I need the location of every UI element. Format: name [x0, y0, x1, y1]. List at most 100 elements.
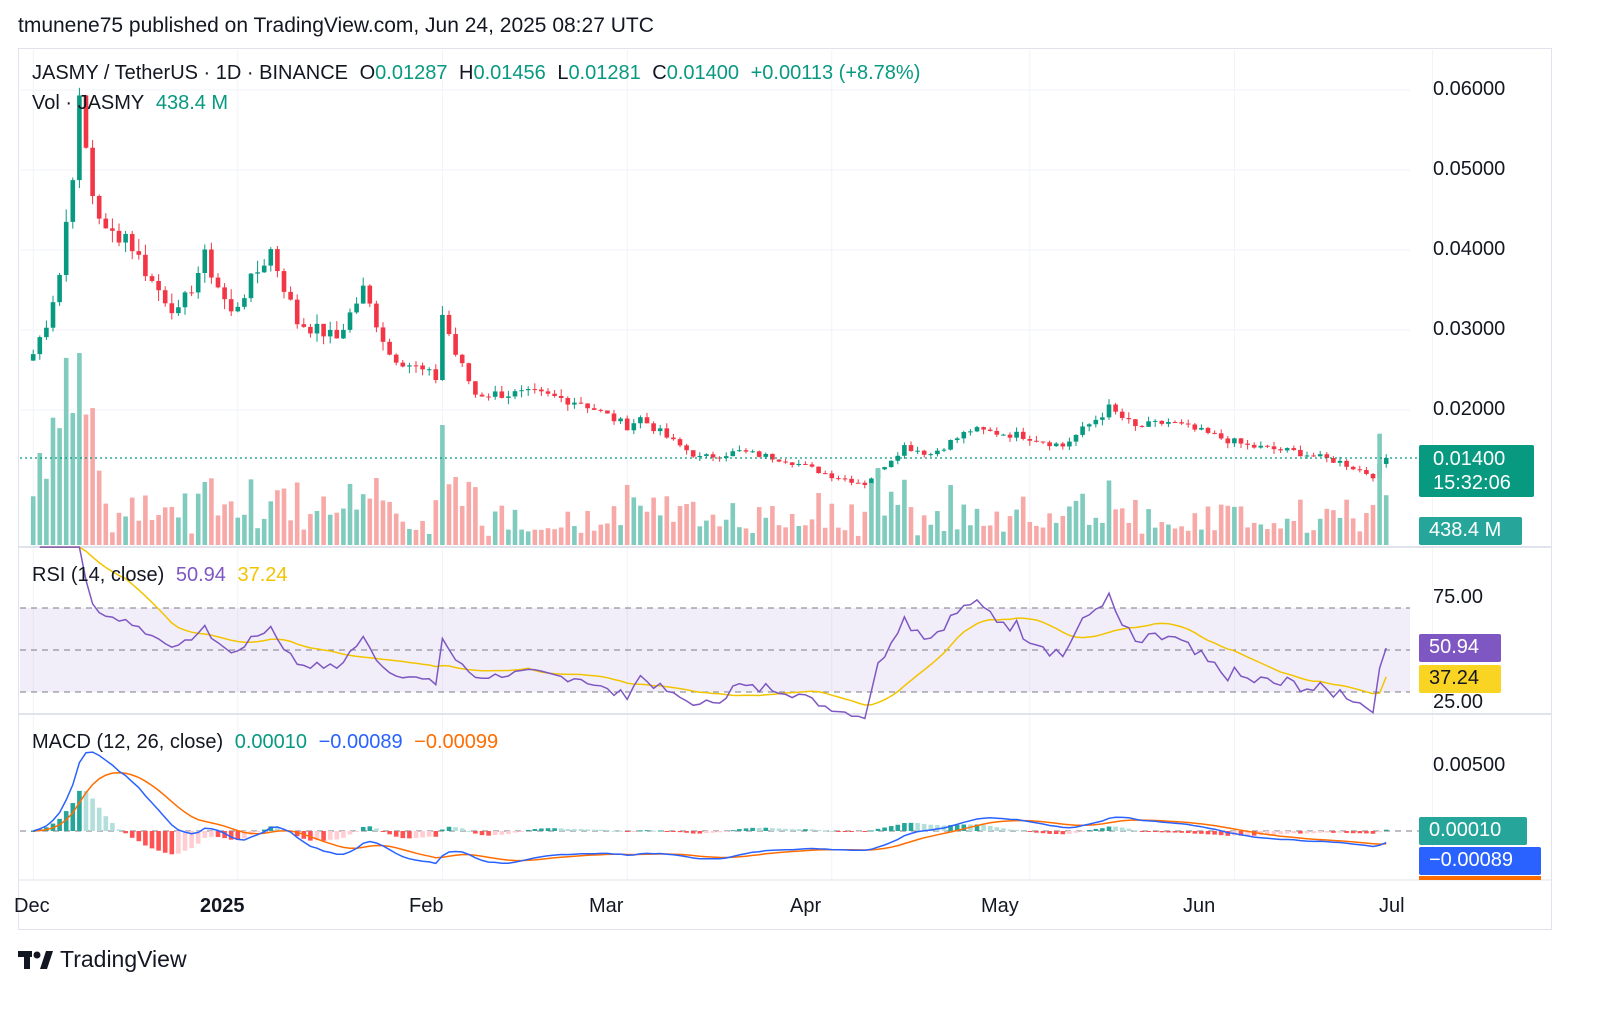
volume-bar [994, 511, 1000, 545]
volume-bar [611, 506, 617, 545]
macd-histogram-bar [730, 830, 736, 832]
macd-histogram-bar [1179, 831, 1184, 833]
macd-histogram-bar [367, 826, 373, 831]
macd-histogram-bar [360, 826, 366, 831]
volume-bar [420, 520, 425, 545]
candle-body [730, 451, 736, 457]
volume-bar [1344, 499, 1349, 545]
volume-bar [1001, 531, 1006, 545]
macd-histogram-bar [512, 831, 518, 833]
candle-body [1139, 426, 1145, 428]
candle-body [657, 428, 663, 432]
candle-body [1100, 417, 1105, 420]
volume-bar [235, 517, 241, 545]
volume-bar [30, 496, 36, 545]
volume-bar [915, 535, 920, 545]
macd-histogram-bar [222, 831, 227, 839]
macd-histogram-bar [202, 831, 208, 838]
candle-body [215, 277, 221, 288]
candle-body [968, 431, 973, 433]
macd-histogram-bar [1192, 831, 1198, 834]
candle-body [1159, 420, 1165, 424]
candle-body [1199, 427, 1204, 430]
volume-bar [710, 514, 716, 545]
volume-label[interactable]: Vol · JASMY [32, 92, 145, 114]
macd-label[interactable]: MACD (12, 26, close) [32, 731, 224, 753]
volume-bar [783, 527, 788, 545]
rsi-label[interactable]: RSI (14, close) [32, 564, 165, 586]
macd-histogram-bar [294, 831, 300, 837]
volume-bar [1225, 505, 1231, 545]
volume-bar [63, 357, 69, 545]
candle-body [545, 391, 551, 394]
candle-body [1357, 469, 1363, 471]
volume-bar [1119, 508, 1125, 545]
candle-body [103, 218, 109, 229]
macd-histogram-bar [717, 831, 722, 833]
volume-bar [1377, 433, 1382, 545]
volume-bar [1311, 530, 1316, 545]
volume-bar [618, 525, 623, 545]
volume-bar [354, 509, 359, 545]
candle-body [189, 292, 194, 294]
volume-bar [281, 488, 287, 545]
candle-body [842, 478, 848, 480]
volume-bar [393, 513, 399, 545]
candle-body [1113, 404, 1118, 412]
macd-histogram-bar [400, 831, 406, 839]
volume-bar [176, 517, 181, 545]
macd-histogram-bar [624, 831, 630, 832]
candle-body [1337, 460, 1343, 463]
volume-bar [1073, 500, 1079, 545]
macd-histogram-bar [77, 790, 82, 831]
macd-histogram-bar [1344, 831, 1349, 833]
candle-body [400, 362, 406, 367]
macd-signal-value: −0.00099 [414, 731, 499, 753]
volume-bar [671, 521, 676, 545]
volume-bar [77, 353, 82, 545]
candle-body [77, 95, 82, 181]
macd-histogram-bar [420, 831, 425, 838]
macd-histogram-bar [499, 831, 505, 835]
tradingview-footer[interactable]: TradingView [18, 946, 187, 973]
macd-histogram-bar [215, 831, 221, 838]
macd-histogram-bar [545, 828, 551, 831]
price-tick: 0.04000 [1433, 238, 1506, 260]
candle-body [1324, 454, 1330, 458]
volume-bar [1298, 499, 1303, 545]
volume-bar [756, 507, 762, 545]
volume-bar [908, 507, 914, 545]
symbol-label[interactable]: JASMY / TetherUS · 1D · BINANCE [32, 62, 349, 84]
candle-body [862, 482, 868, 485]
candle-body [552, 393, 557, 396]
macd-histogram-bar [664, 831, 670, 832]
candle-body [446, 314, 452, 335]
macd-histogram-bar [532, 829, 538, 831]
candle-body [1218, 433, 1224, 439]
macd-histogram-bar [776, 828, 782, 831]
macd-histogram-bar [822, 830, 828, 832]
volume-bar [149, 519, 155, 545]
macd-histogram-bar [1271, 831, 1277, 835]
macd-histogram-bar [473, 831, 478, 834]
candle-body [44, 327, 49, 338]
macd-histogram-bar [935, 825, 940, 831]
volume-bar [974, 508, 980, 545]
candle-body [954, 438, 960, 441]
volume-bar [1014, 509, 1019, 545]
volume-bar [902, 479, 907, 545]
macd-histogram-bar [888, 826, 894, 831]
macd-histogram-bar [578, 829, 584, 831]
volume-bar [275, 490, 280, 545]
candle-body [360, 285, 366, 304]
volume-bar [215, 515, 221, 545]
volume-bar [789, 513, 795, 545]
candle-body [1133, 419, 1138, 427]
macd-histogram-bar [591, 829, 597, 831]
macd-histogram-bar [506, 831, 511, 835]
volume-bar [1265, 529, 1270, 545]
candle-body [1166, 422, 1171, 424]
volume-bar [842, 530, 848, 545]
volume-bar [255, 528, 260, 545]
